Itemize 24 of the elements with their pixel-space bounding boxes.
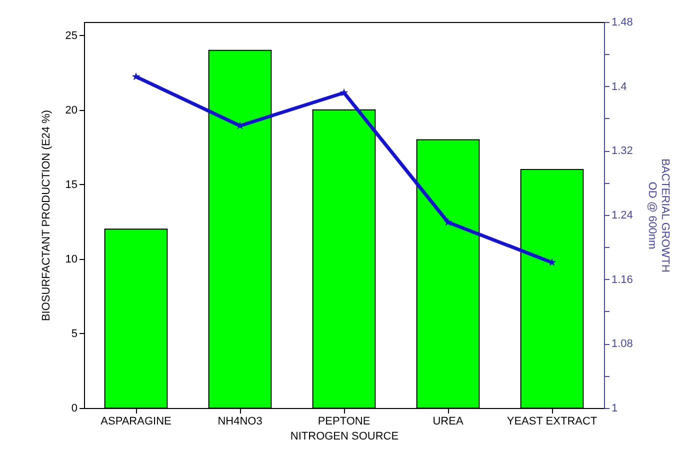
point <box>444 218 452 226</box>
point <box>340 88 348 96</box>
y2-tick-label: 1.48 <box>612 16 633 28</box>
y2-tick-label: 1.4 <box>612 80 627 93</box>
y2-tick-label: 1.32 <box>612 145 633 158</box>
y-axis-title: BIOSURFACTANT PRODUCTION (E24 %) <box>40 110 52 322</box>
x-tick-label: ASPARAGINE <box>100 416 172 428</box>
y2-axis-title: BACTERIAL GROWTH OD @ 600nm <box>646 158 671 272</box>
y2-tick-label: 1.16 <box>612 274 633 286</box>
y2-tick-label: 1 <box>612 402 618 414</box>
y2-tick-label: 1.08 <box>612 338 633 350</box>
point <box>132 72 140 80</box>
x-axis-title: NITROGEN SOURCE <box>290 430 399 442</box>
y-tick-label: 25 <box>65 30 78 42</box>
y-tick-label: 20 <box>65 104 78 116</box>
x-tick-label: UREA <box>432 416 464 428</box>
y2-tick-label: 1.24 <box>612 210 633 222</box>
x-tick-label: YEAST EXTRACT <box>506 416 598 428</box>
y-tick-label: 10 <box>65 253 78 266</box>
y-tick-label: 15 <box>65 178 78 191</box>
y-tick-label: 5 <box>71 328 78 340</box>
x-tick-label: NH4NO3 <box>218 416 262 428</box>
y-tick-label: 0 <box>71 402 78 414</box>
x-tick-label: PEPTONE <box>318 416 370 428</box>
